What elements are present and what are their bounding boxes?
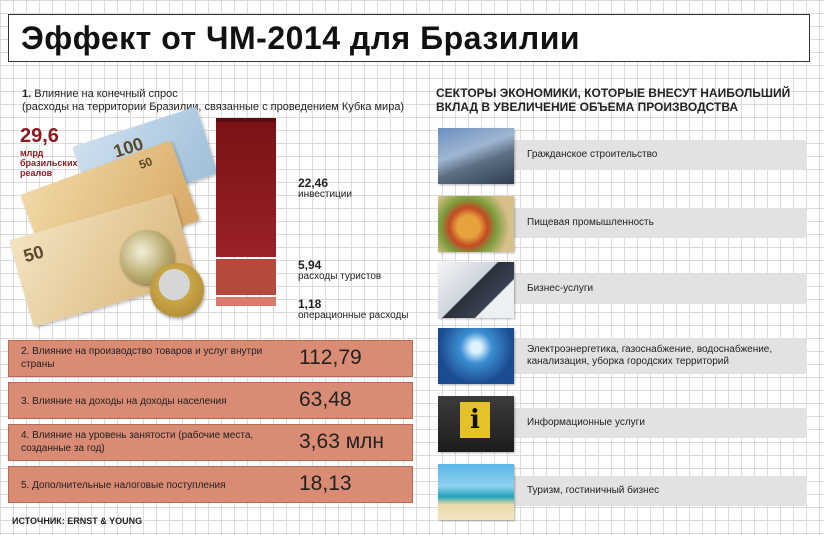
sectors-title: СЕКТОРЫ ЭКОНОМИКИ, КОТОРЫЕ ВНЕСУТ НАИБОЛ… <box>436 86 791 114</box>
bar-operational <box>216 297 276 306</box>
metric-label: 4. Влияние на уровень занятости (рабочие… <box>21 430 254 454</box>
item1-heading: 1. Влияние на конечный спрос (расходы на… <box>22 88 412 114</box>
buildings-photo-icon <box>438 128 514 184</box>
title-box: Эффект от ЧМ-2014 для Бразилии <box>8 14 810 62</box>
sector-label: Пищевая промышленность <box>527 217 654 228</box>
sector-label: Электроэнергетика, газоснабжение, водосн… <box>527 344 773 367</box>
metric-value: 63,48 <box>299 388 352 411</box>
sector-item-business: Бизнес-услуги <box>505 274 807 304</box>
metric-label: 5. Дополнительные налоговые поступления <box>21 480 226 491</box>
bar-investments <box>216 122 276 257</box>
page-title: Эффект от ЧМ-2014 для Бразилии <box>21 20 581 56</box>
metric-row-employment: 4. Влияние на уровень занятости (рабочие… <box>8 424 413 461</box>
lightbulb-photo-icon <box>438 328 514 384</box>
food-photo-icon <box>438 196 514 252</box>
sector-item-information: Информационные услуги <box>505 408 807 438</box>
total-demand-value: 29,6 <box>20 125 59 147</box>
coin-bimetal-image <box>150 263 204 317</box>
metric-value: 3,63 млн <box>299 430 384 453</box>
metric-value: 112,79 <box>299 346 362 369</box>
bar-value-operational: 1,18 <box>298 297 322 311</box>
sector-label: Гражданское строительство <box>527 149 658 160</box>
info-letter-icon: i <box>460 402 490 438</box>
sector-item-food: Пищевая промышленность <box>505 208 807 238</box>
beach-photo-icon <box>438 464 514 520</box>
sector-item-tourism: Туризм, гостиничный бизнес <box>505 476 807 506</box>
total-demand-unit: млрд бразильских реалов <box>20 148 78 178</box>
sector-item-utilities: Электроэнергетика, газоснабжение, водосн… <box>505 338 807 374</box>
item1-subtitle: (расходы на территории Бразилии, связанн… <box>22 101 405 113</box>
bar-value-investments: 22,46 <box>298 176 329 190</box>
metric-row-taxes: 5. Дополнительные налоговые поступления … <box>8 466 413 503</box>
info-sign-photo-icon: i <box>438 396 514 452</box>
metric-row-production: 2. Влияние на производство товаров и усл… <box>8 340 413 377</box>
bar-top-shadow <box>216 118 276 124</box>
bar-value-tourists: 5,94 <box>298 258 322 272</box>
bar-label-operational: 1,18 операционные расходы <box>298 298 408 322</box>
item1-title: Влияние на конечный спрос <box>34 88 178 100</box>
businessman-photo-icon <box>438 262 514 318</box>
bar-label-tourists: 5,94 расходы туристов <box>298 259 381 283</box>
sector-label: Информационные услуги <box>527 417 645 428</box>
sector-label: Бизнес-услуги <box>527 283 594 294</box>
source-note: ИСТОЧНИК: ERNST & YOUNG <box>12 516 143 526</box>
bar-tourists <box>216 259 276 295</box>
metric-label: 2. Влияние на производство товаров и усл… <box>21 346 263 370</box>
bar-text-operational: операционные расходы <box>298 310 409 321</box>
metric-value: 18,13 <box>299 472 352 495</box>
bar-label-investments: 22,46 инвестиции <box>298 177 352 201</box>
bar-text-tourists: расходы туристов <box>298 271 382 282</box>
metric-label: 3. Влияние на доходы на доходы населения <box>21 396 227 407</box>
bar-text-investments: инвестиции <box>298 189 352 200</box>
sector-label: Туризм, гостиничный бизнес <box>527 485 660 496</box>
sector-item-construction: Гражданское строительство <box>505 140 807 170</box>
metric-row-income: 3. Влияние на доходы на доходы населения… <box>8 382 413 419</box>
item1-number: 1. <box>22 88 32 100</box>
